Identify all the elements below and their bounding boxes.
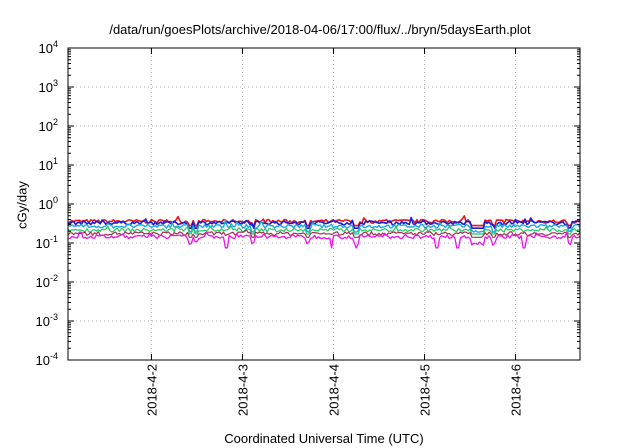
y-tick-label: 101 xyxy=(39,156,58,173)
series-line xyxy=(67,225,581,235)
x-axis-label: Coordinated Universal Time (UTC) xyxy=(224,431,424,446)
x-tick-label: 2018-4-2 xyxy=(144,364,159,416)
series-line xyxy=(67,231,581,249)
axis-ticks: 10-4 10-3 10-2 10-1 100 101 102 103 104 2018-4-2 2… xyxy=(36,39,580,416)
y-tick-label: 10-1 xyxy=(36,234,58,251)
y-tick-label: 103 xyxy=(39,78,58,95)
series-line xyxy=(67,219,581,233)
x-tick-label: 2018-4-6 xyxy=(509,364,524,416)
y-tick-label: 102 xyxy=(39,117,58,134)
chart-title: /data/run/goesPlots/archive/2018-04-06/1… xyxy=(109,22,531,37)
y-tick-label: 10-2 xyxy=(36,273,58,290)
series-line xyxy=(67,229,581,238)
y-tick-label: 104 xyxy=(39,39,58,56)
x-tick-label: 2018-4-4 xyxy=(326,364,341,416)
y-tick-label: 100 xyxy=(39,195,58,212)
x-tick-label: 2018-4-5 xyxy=(418,364,433,416)
x-tick-label: 2018-4-3 xyxy=(235,364,250,416)
series-line xyxy=(67,216,581,229)
series-line xyxy=(67,215,581,227)
y-tick-label: 10-3 xyxy=(36,312,58,329)
series-layer xyxy=(67,215,581,249)
y-tick-label: 10-4 xyxy=(36,351,58,368)
grid-lines xyxy=(68,48,580,360)
